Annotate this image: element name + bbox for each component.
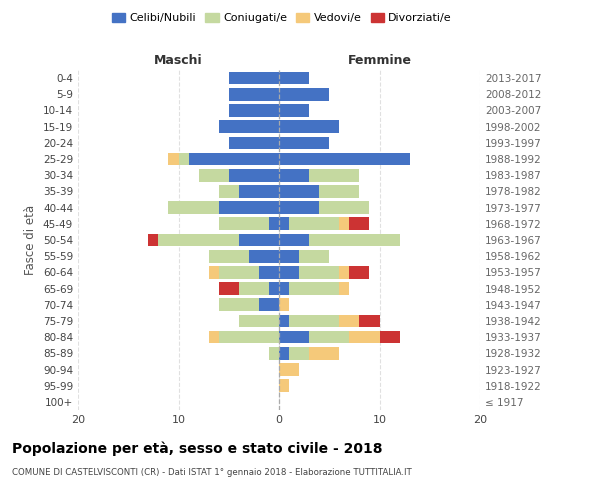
Bar [279, 282, 289, 295]
Bar [319, 185, 359, 198]
Bar [269, 218, 279, 230]
Bar [179, 152, 188, 166]
Bar [309, 234, 400, 246]
Bar [309, 331, 349, 344]
Bar [340, 218, 349, 230]
Bar [218, 218, 269, 230]
Bar [279, 218, 289, 230]
Bar [229, 169, 279, 181]
Bar [158, 234, 239, 246]
Bar [279, 88, 329, 101]
Text: Popolazione per età, sesso e stato civile - 2018: Popolazione per età, sesso e stato civil… [12, 441, 383, 456]
Bar [199, 169, 229, 181]
Bar [359, 314, 380, 328]
Bar [218, 120, 279, 133]
Bar [279, 202, 319, 214]
Bar [169, 152, 179, 166]
Bar [229, 104, 279, 117]
Bar [340, 266, 349, 278]
Bar [259, 266, 279, 278]
Bar [219, 282, 239, 295]
Bar [289, 347, 309, 360]
Bar [219, 185, 239, 198]
Text: Femmine: Femmine [347, 54, 412, 67]
Bar [239, 282, 269, 295]
Bar [340, 314, 359, 328]
Bar [229, 136, 279, 149]
Bar [279, 380, 289, 392]
Bar [209, 250, 249, 262]
Bar [349, 331, 380, 344]
Bar [279, 266, 299, 278]
Bar [279, 363, 299, 376]
Bar [309, 347, 340, 360]
Bar [218, 202, 279, 214]
Bar [289, 218, 340, 230]
Bar [279, 136, 329, 149]
Bar [279, 250, 299, 262]
Bar [299, 266, 340, 278]
Bar [349, 266, 370, 278]
Bar [279, 104, 309, 117]
Text: COMUNE DI CASTELVISCONTI (CR) - Dati ISTAT 1° gennaio 2018 - Elaborazione TUTTIT: COMUNE DI CASTELVISCONTI (CR) - Dati IST… [12, 468, 412, 477]
Bar [148, 234, 158, 246]
Bar [319, 202, 370, 214]
Bar [169, 202, 218, 214]
Bar [218, 266, 259, 278]
Bar [309, 169, 359, 181]
Legend: Celibi/Nubili, Coniugati/e, Vedovi/e, Divorziati/e: Celibi/Nubili, Coniugati/e, Vedovi/e, Di… [107, 8, 457, 28]
Bar [279, 234, 309, 246]
Bar [239, 185, 279, 198]
Bar [209, 266, 218, 278]
Bar [380, 331, 400, 344]
Bar [229, 88, 279, 101]
Bar [209, 331, 218, 344]
Bar [340, 282, 349, 295]
Bar [289, 282, 340, 295]
Bar [279, 185, 319, 198]
Bar [229, 72, 279, 85]
Bar [269, 282, 279, 295]
Bar [279, 120, 340, 133]
Bar [289, 314, 340, 328]
Bar [299, 250, 329, 262]
Bar [349, 218, 370, 230]
Bar [249, 250, 279, 262]
Text: Maschi: Maschi [154, 54, 203, 67]
Bar [279, 72, 309, 85]
Bar [279, 298, 289, 311]
Bar [279, 152, 410, 166]
Bar [279, 169, 309, 181]
Bar [259, 298, 279, 311]
Bar [188, 152, 279, 166]
Bar [218, 331, 279, 344]
Bar [279, 347, 289, 360]
Bar [239, 234, 279, 246]
Bar [279, 314, 289, 328]
Bar [279, 331, 309, 344]
Y-axis label: Fasce di età: Fasce di età [25, 205, 37, 275]
Bar [269, 347, 279, 360]
Bar [239, 314, 279, 328]
Bar [218, 298, 259, 311]
